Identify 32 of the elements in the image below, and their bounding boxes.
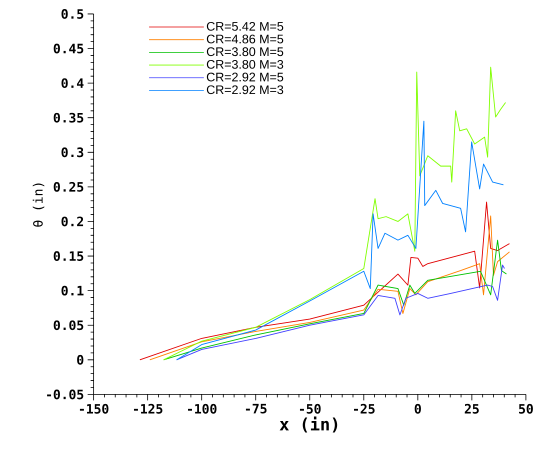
y-tick-label: 0.3 xyxy=(62,147,84,158)
x-tick-label: 50 xyxy=(519,404,533,414)
x-tick-label: -150 xyxy=(80,404,108,414)
y-tick-label: 0.15 xyxy=(54,251,84,261)
x-tick-label: -75 xyxy=(246,404,267,414)
x-tick-label: 0 xyxy=(414,404,421,414)
y-tick-label: 0.35 xyxy=(54,112,84,123)
x-tick-label: -125 xyxy=(134,404,162,414)
y-tick-label: -0.05 xyxy=(47,389,84,400)
y-tick-label: 0.1 xyxy=(62,286,84,296)
x-tick-label: 25 xyxy=(464,404,479,414)
legend-label: CR=3.80 M=5 xyxy=(206,47,284,56)
y-tick-label: 0.4 xyxy=(62,78,84,88)
y-tick-label: 0.5 xyxy=(62,8,84,19)
line-series xyxy=(176,264,505,360)
y-tick-label: 0 xyxy=(77,354,84,365)
y-tick-label: 0.45 xyxy=(54,44,84,54)
legend-label: CR=4.86 M=5 xyxy=(206,34,284,44)
y-axis-title: θ (in) xyxy=(32,183,44,227)
legend-label: CR=2.92 M=3 xyxy=(206,85,284,94)
line-series xyxy=(176,120,504,360)
x-tick-label: -50 xyxy=(300,404,321,414)
y-tick-label: 0.2 xyxy=(62,216,84,226)
y-tick-label: 0.05 xyxy=(54,320,84,330)
x-tick-label: -25 xyxy=(354,404,375,414)
legend-label: CR=2.92 M=5 xyxy=(206,72,284,82)
legend-label: CR=3.80 M=3 xyxy=(206,60,284,69)
line-series xyxy=(163,240,507,360)
x-tick-label: -100 xyxy=(188,404,216,414)
x-axis-title: x (in) xyxy=(280,416,338,432)
y-tick-label: 0.25 xyxy=(54,182,84,192)
legend-label: CR=5.42 M=5 xyxy=(206,22,284,31)
